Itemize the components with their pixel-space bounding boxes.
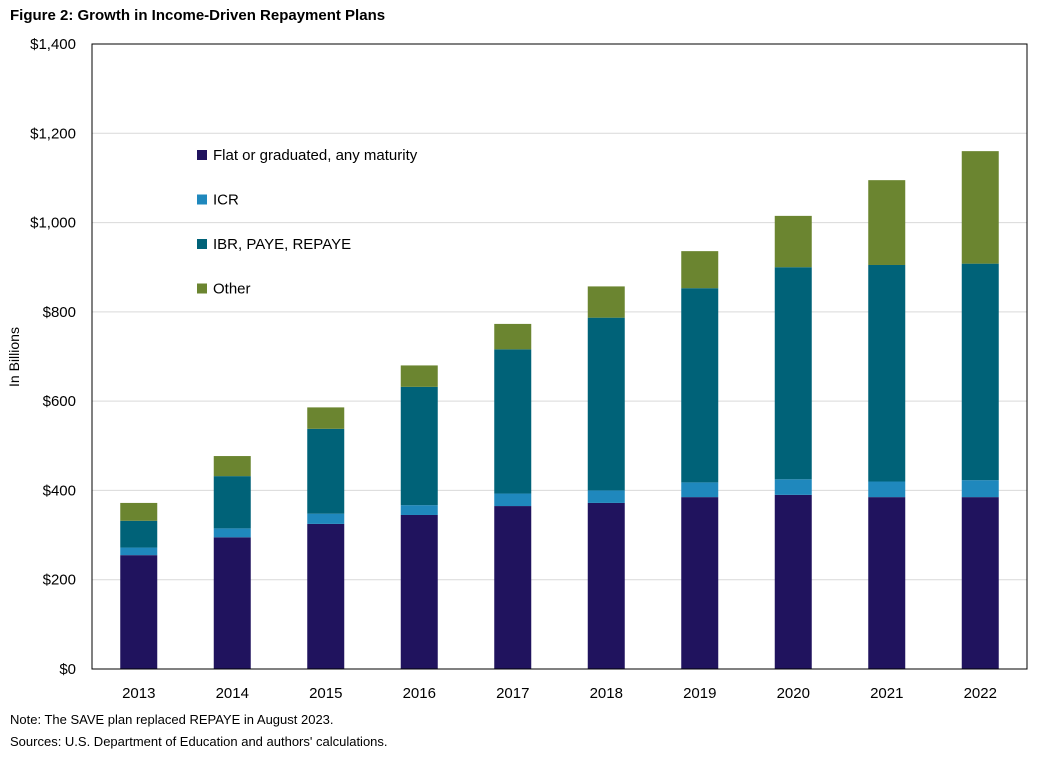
bar-segment — [774, 215, 812, 268]
y-tick-label: $800 — [43, 304, 76, 321]
bar-segment — [868, 180, 906, 265]
legend-swatch — [197, 239, 207, 249]
bar-segment — [681, 251, 719, 289]
bar-segment — [494, 493, 532, 507]
bar-segment — [213, 476, 251, 529]
x-tick-label: 2020 — [777, 685, 810, 702]
y-tick-label: $1,400 — [30, 36, 76, 53]
bar-segment — [774, 267, 812, 480]
y-tick-label: $1,200 — [30, 125, 76, 142]
bar-segment — [213, 537, 251, 669]
legend: Flat or graduated, any maturity ICR IBR, P… — [197, 147, 418, 298]
x-tick-label: 2014 — [216, 685, 249, 702]
x-tick-label: 2015 — [309, 685, 342, 702]
bar-segment — [400, 365, 438, 387]
bar-segment — [400, 505, 438, 515]
bar-segment — [307, 523, 345, 669]
bar-segment — [587, 317, 625, 491]
bar-segment — [681, 482, 719, 498]
y-tick-label: $0 — [59, 661, 76, 678]
y-tick-label: $400 — [43, 482, 76, 499]
x-tick-label: 2016 — [403, 685, 436, 702]
legend-swatch — [197, 194, 207, 205]
bar-segment — [120, 520, 158, 548]
bar-segment — [494, 506, 532, 669]
legend-label: Other — [213, 281, 251, 298]
x-tick-label: 2021 — [870, 685, 903, 702]
bar-segment — [494, 349, 532, 494]
y-tick-label: $600 — [43, 393, 76, 410]
bar-segment — [120, 547, 158, 556]
bar-segment — [213, 528, 251, 538]
bar-segment — [400, 386, 438, 506]
x-tick-label: 2017 — [496, 685, 529, 702]
legend-label: IBR, PAYE, REPAYE — [213, 236, 351, 253]
x-tick-label: 2013 — [122, 685, 155, 702]
figure-sources: Sources: U.S. Department of Education an… — [10, 734, 388, 749]
bar-segment — [400, 514, 438, 669]
legend-label: Flat or graduated, any maturity — [213, 147, 418, 164]
bar-segment — [307, 428, 345, 514]
y-axis-label: In Billions — [6, 327, 22, 387]
bar-segment — [587, 286, 625, 318]
bar-segment — [961, 497, 999, 669]
bar-segment — [961, 151, 999, 264]
x-tick-label: 2019 — [683, 685, 716, 702]
bar-segment — [868, 264, 906, 482]
bar-segment — [961, 480, 999, 498]
legend-swatch — [197, 150, 207, 160]
legend-swatch — [197, 283, 207, 294]
plot-area-border — [91, 43, 1028, 670]
bar-segment — [494, 323, 532, 350]
bar-segment — [961, 263, 999, 481]
bar-segment — [307, 407, 345, 429]
figure-title: Figure 2: Growth in Income-Driven Repaym… — [10, 7, 386, 24]
x-tick-label: 2018 — [590, 685, 623, 702]
y-axis-ticks: $0 $200 $400 $600 $800 $1,000 $1,200 $1,400 — [30, 36, 76, 678]
bar-segment — [681, 288, 719, 483]
bar-segment — [774, 494, 812, 669]
figure-note: Note: The SAVE plan replaced REPAYE in A… — [10, 712, 334, 727]
bar-segment — [868, 497, 906, 669]
bar-segment — [587, 502, 625, 669]
legend-label: ICR — [213, 192, 239, 209]
y-tick-label: $200 — [43, 572, 76, 589]
bar-segment — [587, 490, 625, 503]
bar-segment — [120, 502, 158, 521]
bar-segment — [307, 513, 345, 524]
bar-segment — [120, 555, 158, 669]
x-tick-label: 2022 — [964, 685, 997, 702]
bar-segment — [681, 497, 719, 669]
bar-segment — [774, 479, 812, 495]
bars — [120, 151, 999, 669]
bar-segment — [213, 456, 251, 477]
x-axis-ticks: 2013 2014 2015 2016 2017 2018 2019 2020 2021 2022 — [122, 685, 997, 702]
y-tick-label: $1,000 — [30, 215, 76, 232]
bar-segment — [868, 481, 906, 498]
